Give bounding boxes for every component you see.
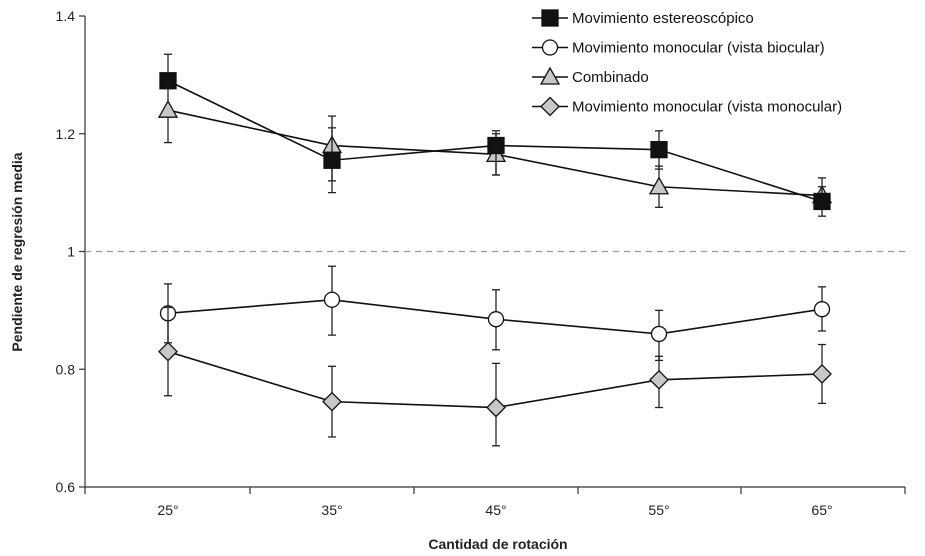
data-point-square	[159, 72, 177, 90]
y-axis-title: Pendiente de regresión media	[9, 152, 25, 351]
y-tick-label: 0.6	[56, 479, 76, 495]
x-tick-label: 45°	[485, 502, 506, 518]
legend-marker-triangle	[539, 66, 561, 85]
legend-marker-square	[541, 9, 559, 27]
legend-label: Combinado	[572, 69, 649, 86]
legend-item: Movimiento estereoscópico	[532, 9, 754, 27]
series-diamond	[158, 306, 832, 447]
data-point-square	[650, 140, 668, 159]
legend-label: Movimiento estereoscópico	[572, 10, 754, 27]
y-tick-label: 0.8	[56, 361, 76, 377]
x-tick-label: 25°	[157, 502, 178, 518]
axes: 0.6 0.8 1 1.2 1.4 25° 35° 45° 55° 65°	[56, 8, 906, 518]
data-point-square	[323, 151, 341, 169]
data-point-circle	[487, 311, 505, 328]
data-point-triangle	[157, 99, 179, 118]
legend-label: Movimiento monocular (vista monocular)	[572, 99, 842, 116]
y-tick-label: 1.4	[56, 8, 76, 24]
legend-item: Movimiento monocular (vista monocular)	[532, 96, 842, 117]
series-group	[157, 53, 833, 447]
data-point-diamond	[812, 364, 832, 384]
x-tick-label: 55°	[648, 502, 669, 518]
series-circle	[159, 265, 831, 362]
data-point-diamond	[486, 397, 506, 418]
legend-item: Movimiento monocular (vista biocular)	[532, 39, 825, 57]
data-point-circle	[813, 301, 831, 318]
x-tick-label: 35°	[321, 502, 342, 518]
x-axis-title: Cantidad de rotación	[428, 536, 567, 552]
data-point-square	[813, 192, 831, 211]
data-point-triangle	[648, 176, 670, 195]
data-point-diamond	[322, 391, 342, 412]
data-point-diamond	[158, 341, 178, 362]
legend-marker-diamond	[540, 96, 560, 117]
data-point-square	[487, 136, 505, 155]
data-point-diamond	[649, 369, 669, 390]
legend: Movimiento estereoscópico Movimiento mono…	[532, 9, 842, 117]
data-point-circle	[650, 325, 668, 343]
legend-marker-circle	[541, 39, 559, 56]
legend-item: Combinado	[532, 66, 649, 86]
x-tick-label: 65°	[811, 502, 832, 518]
series-square	[159, 53, 831, 217]
data-point-circle	[323, 291, 341, 308]
y-tick-label: 1.2	[56, 126, 76, 142]
legend-label: Movimiento monocular (vista biocular)	[572, 40, 825, 57]
y-tick-label: 1	[67, 244, 75, 260]
